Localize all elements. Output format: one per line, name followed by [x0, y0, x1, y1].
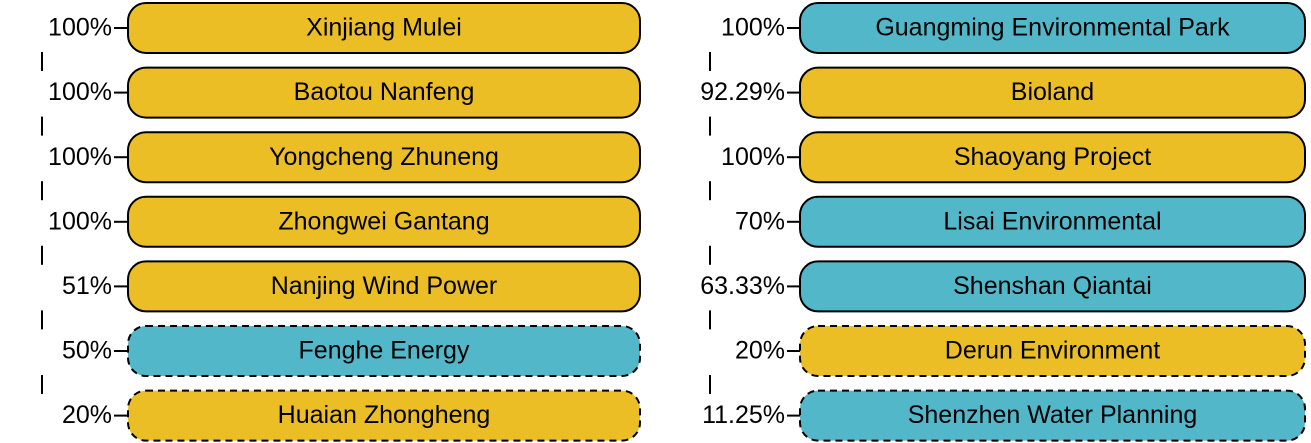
company-name: Baotou Nanfeng: [294, 78, 475, 106]
percent-label: 100%: [721, 143, 785, 171]
company-box: [799, 389, 1306, 442]
percent-label: 50%: [62, 337, 112, 365]
company-box: [799, 195, 1306, 248]
percent-label: 100%: [48, 78, 112, 106]
company-name: Yongcheng Zhuneng: [269, 143, 499, 171]
company-box: [127, 389, 641, 442]
company-name: Shaoyang Project: [954, 143, 1151, 171]
company-name: Derun Environment: [945, 337, 1160, 365]
company-box: [127, 260, 641, 313]
percent-label: 100%: [48, 143, 112, 171]
company-box: [127, 131, 641, 184]
percent-label: 20%: [735, 337, 785, 365]
company-name: Shenshan Qiantai: [953, 272, 1152, 300]
company-name: Fenghe Energy: [299, 337, 470, 365]
percent-label: 11.25%: [702, 401, 785, 429]
company-name: Guangming Environmental Park: [875, 14, 1230, 42]
company-box: [127, 195, 641, 248]
company-box: [127, 2, 641, 54]
company-name: Huaian Zhongheng: [278, 401, 491, 429]
company-box: [799, 260, 1306, 313]
company-name: Bioland: [1011, 78, 1094, 106]
company-name: Xinjiang Mulei: [306, 14, 462, 42]
company-box: [127, 66, 641, 119]
company-box: [799, 325, 1306, 377]
company-name: Zhongwei Gantang: [278, 207, 489, 235]
company-box: [799, 66, 1306, 119]
percent-label: 100%: [721, 14, 785, 42]
percent-label: 20%: [62, 401, 112, 429]
percent-label: 63.33%: [700, 272, 785, 300]
percent-label: 100%: [48, 207, 112, 235]
company-box: [799, 131, 1306, 184]
company-box: [799, 2, 1306, 54]
company-box: [127, 325, 641, 377]
percent-label: 51%: [62, 272, 112, 300]
percent-label: 92.29%: [700, 78, 785, 106]
company-name: Lisai Environmental: [943, 207, 1161, 235]
percent-label: 70%: [735, 207, 785, 235]
percent-label: 100%: [48, 14, 112, 42]
company-name: Nanjing Wind Power: [271, 272, 498, 300]
company-name: Shenzhen Water Planning: [908, 401, 1198, 429]
